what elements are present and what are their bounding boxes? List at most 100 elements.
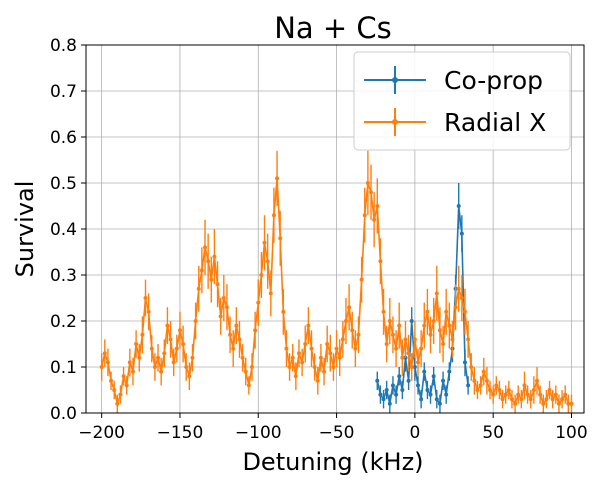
data-point	[174, 346, 179, 351]
legend-box	[353, 51, 571, 151]
data-point	[406, 378, 411, 383]
data-point	[412, 337, 417, 342]
data-point	[497, 388, 502, 392]
data-point	[365, 181, 370, 185]
legend-entry: Radial X	[364, 108, 546, 137]
data-point	[437, 328, 442, 333]
data-point	[447, 369, 452, 374]
data-point	[287, 365, 292, 369]
data-point	[459, 231, 464, 236]
data-point	[560, 397, 565, 402]
data-point	[127, 360, 132, 365]
data-point	[312, 365, 317, 369]
data-point	[130, 369, 135, 374]
data-point	[459, 296, 464, 300]
data-point	[390, 383, 395, 388]
data-point	[444, 392, 449, 397]
data-point	[340, 337, 345, 342]
data-point	[434, 291, 439, 296]
y-tick-label: 0.7	[50, 82, 77, 102]
data-point	[372, 217, 377, 222]
data-point	[284, 346, 289, 351]
data-point	[105, 360, 110, 365]
data-point	[416, 383, 420, 388]
y-tick-label: 0.2	[50, 312, 77, 332]
data-point	[203, 245, 208, 250]
legend: Co-prop Radial X	[353, 51, 571, 151]
data-point	[328, 351, 333, 356]
data-point	[212, 254, 217, 259]
data-point	[359, 277, 364, 282]
data-point	[378, 392, 383, 397]
data-point	[478, 383, 483, 388]
data-point	[137, 355, 142, 360]
data-point	[412, 365, 417, 369]
data-point	[331, 365, 336, 369]
data-point	[387, 401, 392, 406]
data-point	[218, 314, 223, 319]
data-point	[566, 401, 571, 406]
data-point	[303, 342, 308, 346]
data-point	[531, 388, 536, 392]
data-point	[437, 401, 442, 406]
data-point	[569, 401, 574, 406]
data-point	[475, 388, 480, 392]
data-point	[156, 355, 161, 360]
data-point	[281, 309, 286, 314]
data-point	[268, 291, 273, 296]
data-point	[293, 374, 298, 379]
data-point	[541, 401, 546, 406]
data-point	[394, 346, 399, 351]
data-point	[494, 383, 499, 388]
data-point	[99, 365, 104, 369]
data-point	[206, 259, 211, 264]
x-tick-label: −100	[235, 423, 282, 443]
data-point	[522, 383, 527, 388]
legend-label: Co-prop	[444, 66, 543, 95]
y-axis-title: Survival	[11, 181, 39, 278]
data-point	[215, 282, 220, 287]
data-point	[513, 401, 518, 406]
data-point	[528, 397, 533, 402]
data-point	[240, 355, 245, 360]
data-point	[143, 296, 148, 300]
data-point	[278, 236, 283, 241]
data-point	[397, 374, 402, 379]
legend-entry: Co-prop	[364, 66, 543, 95]
data-point	[124, 383, 129, 388]
data-point	[422, 323, 427, 328]
data-point	[428, 392, 433, 397]
data-point	[347, 305, 352, 310]
data-point	[196, 286, 201, 291]
data-point	[381, 309, 386, 314]
data-point	[469, 365, 474, 369]
y-tick-label: 0.6	[50, 128, 77, 148]
data-point	[152, 365, 157, 369]
data-point	[400, 355, 405, 360]
data-point	[184, 365, 189, 369]
data-point	[375, 204, 380, 208]
data-point	[234, 323, 239, 328]
data-point	[199, 268, 204, 273]
data-point	[322, 369, 327, 374]
data-point	[416, 360, 420, 365]
data-point	[334, 346, 339, 351]
data-point	[425, 388, 430, 392]
x-tick-label: 0	[409, 423, 420, 443]
data-point	[484, 378, 489, 383]
data-point	[406, 351, 411, 356]
data-point	[259, 273, 264, 277]
data-point	[221, 296, 226, 300]
data-point	[121, 374, 126, 379]
data-point	[553, 392, 558, 397]
data-point	[224, 305, 229, 310]
data-point	[262, 240, 267, 245]
data-point	[177, 328, 182, 333]
data-point	[375, 378, 380, 383]
data-point	[356, 332, 361, 337]
data-point	[462, 309, 467, 314]
data-point	[228, 332, 233, 337]
data-point	[256, 300, 261, 305]
data-point	[353, 346, 358, 351]
x-tick-label: 100	[555, 423, 587, 443]
